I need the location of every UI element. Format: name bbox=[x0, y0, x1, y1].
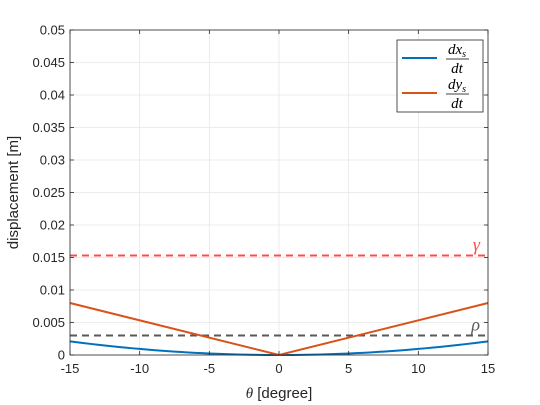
y-tick-label: 0.02 bbox=[40, 218, 65, 233]
x-tick-label: 15 bbox=[481, 361, 495, 376]
y-tick-label: 0.005 bbox=[32, 315, 65, 330]
y-tick-label: 0.05 bbox=[40, 23, 65, 38]
y-tick-label: 0 bbox=[58, 348, 65, 363]
legend-numerator: dxs bbox=[448, 42, 466, 60]
y-tick-label: 0.01 bbox=[40, 283, 65, 298]
y-axis-label: displacement [m] bbox=[5, 136, 22, 249]
x-tick-label: -10 bbox=[130, 361, 149, 376]
y-tick-label: 0.045 bbox=[32, 55, 65, 70]
legend-denominator: dt bbox=[451, 61, 464, 77]
ref-line-label: γ bbox=[473, 235, 481, 255]
y-tick-label: 0.015 bbox=[32, 250, 65, 265]
x-tick-label: 10 bbox=[411, 361, 425, 376]
y-tick-label: 0.025 bbox=[32, 185, 65, 200]
x-tick-label: 5 bbox=[345, 361, 352, 376]
y-tick-label: 0.035 bbox=[32, 120, 65, 135]
x-tick-label: -15 bbox=[61, 361, 80, 376]
reference-lines: γρ bbox=[70, 235, 488, 337]
ref-line-label: ρ bbox=[470, 315, 480, 335]
y-tick-label: 0.04 bbox=[40, 88, 65, 103]
x-tick-label: 0 bbox=[275, 361, 282, 376]
x-axis-label: θ [degree] bbox=[246, 385, 313, 402]
legend-denominator: dt bbox=[451, 96, 464, 112]
y-tick-label: 0.03 bbox=[40, 153, 65, 168]
ticks: -15 -10 -5 0 5 10 15 0 0.005 0.01 0.015 0.02 0.025 0.… bbox=[32, 23, 495, 377]
x-tick-label: -5 bbox=[204, 361, 216, 376]
legend-numerator: dys bbox=[448, 77, 466, 95]
legend-box bbox=[396, 39, 484, 113]
